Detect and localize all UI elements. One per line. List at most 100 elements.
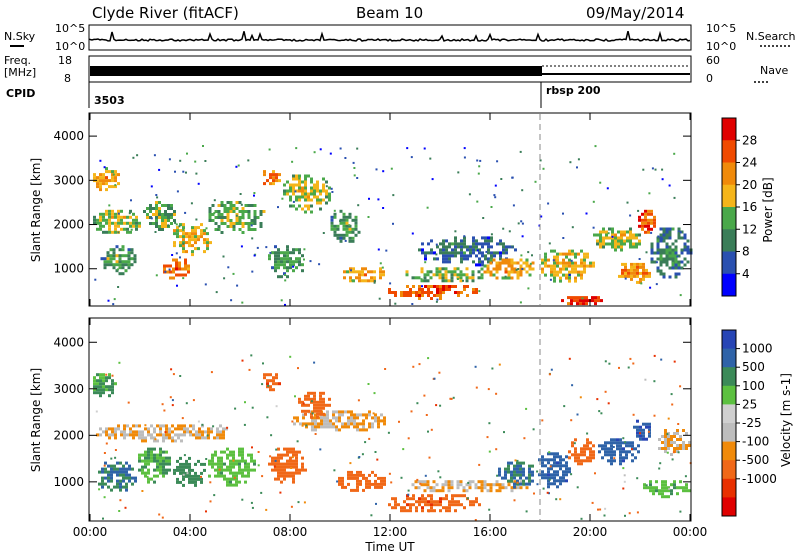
velocity-cell xyxy=(141,453,144,457)
power-cell xyxy=(602,239,605,243)
power-cell xyxy=(149,204,152,207)
velocity-cell xyxy=(150,436,153,440)
power-cell xyxy=(185,235,188,239)
velocity-cell xyxy=(248,368,251,371)
power-cell xyxy=(253,216,257,219)
nsky-label: N.Sky xyxy=(4,30,36,43)
velocity-cell xyxy=(480,483,484,487)
velocity-cell xyxy=(522,473,525,477)
velocity-cell xyxy=(565,470,568,474)
power-cell xyxy=(645,268,648,272)
power-cell xyxy=(298,189,301,193)
power-cell xyxy=(435,300,438,303)
velocity-cell xyxy=(574,453,577,457)
velocity-cell xyxy=(636,419,639,423)
velocity-cell xyxy=(119,461,122,465)
power-cell xyxy=(155,210,158,213)
velocity-cell xyxy=(573,442,576,445)
velocity-cell xyxy=(320,419,323,423)
power-cell xyxy=(680,266,684,270)
power-cell xyxy=(226,207,230,210)
power-cell xyxy=(298,198,301,202)
power-cell xyxy=(677,263,681,267)
power-colorbar-tick-label: 4 xyxy=(742,267,750,281)
power-cell xyxy=(519,301,522,304)
velocity-cell xyxy=(313,400,316,404)
power-colorbar-tick-label: 20 xyxy=(742,178,757,192)
velocity-cell xyxy=(365,413,368,417)
power-cell xyxy=(468,193,471,196)
velocity-cell xyxy=(280,462,283,466)
power-cell xyxy=(463,245,466,249)
power-cell xyxy=(118,248,122,252)
velocity-cell xyxy=(568,467,571,471)
velocity-cell xyxy=(391,506,394,510)
velocity-cell xyxy=(648,434,651,438)
power-cell xyxy=(582,299,585,303)
velocity-cell xyxy=(182,477,185,481)
power-cell xyxy=(620,239,623,243)
velocity-cell xyxy=(189,433,192,437)
velocity-cell xyxy=(286,447,289,451)
power-cell xyxy=(274,260,277,264)
power-cell xyxy=(240,245,243,248)
velocity-cell xyxy=(105,442,108,445)
power-cell xyxy=(565,276,568,280)
velocity-cell xyxy=(316,415,319,419)
velocity-cell xyxy=(412,497,415,501)
velocity-cell xyxy=(563,405,566,408)
velocity-cell xyxy=(448,503,451,507)
power-cell xyxy=(525,264,529,268)
power-cell xyxy=(421,251,424,255)
power-cell xyxy=(121,248,125,252)
power-cell xyxy=(117,231,120,234)
power-cell xyxy=(460,254,463,258)
power-cell xyxy=(280,260,283,264)
power-cell xyxy=(481,251,484,255)
power-cell xyxy=(472,260,475,264)
velocity-cell xyxy=(516,470,519,474)
power-cell xyxy=(454,285,457,288)
power-cell xyxy=(623,233,626,237)
power-cell xyxy=(487,236,490,240)
power-cell xyxy=(129,209,132,213)
velocity-cell xyxy=(301,424,304,427)
power-cell xyxy=(345,218,349,222)
velocity-cell xyxy=(335,410,338,414)
velocity-cell xyxy=(649,480,652,484)
power-cell xyxy=(602,242,605,246)
velocity-cell xyxy=(292,453,295,457)
power-cell xyxy=(418,248,421,252)
velocity-cell xyxy=(610,441,613,445)
velocity-cell xyxy=(200,480,203,484)
velocity-cell xyxy=(165,427,168,431)
power-cell xyxy=(641,227,644,231)
velocity-cell xyxy=(174,427,177,431)
velocity-cell xyxy=(421,500,424,504)
power-cell xyxy=(521,222,524,225)
power-cell xyxy=(197,238,200,242)
velocity-cell xyxy=(442,506,445,510)
power-cell xyxy=(217,228,219,231)
velocity-cell xyxy=(128,467,131,471)
power-cell xyxy=(179,241,182,245)
power-cell xyxy=(156,196,159,199)
station-title: Clyde River (fitACF) xyxy=(92,4,239,22)
power-cell xyxy=(304,195,307,199)
power-cell xyxy=(553,279,556,283)
power-cell xyxy=(247,159,250,162)
power-cell xyxy=(586,264,589,268)
velocity-cell xyxy=(180,433,183,437)
velocity-cell xyxy=(685,447,688,450)
power-cell xyxy=(269,251,272,254)
velocity-cell xyxy=(102,376,105,380)
velocity-cell xyxy=(101,482,104,486)
power-cell xyxy=(583,252,586,256)
power-cell xyxy=(289,251,292,255)
power-cell xyxy=(367,270,370,274)
power-cell xyxy=(182,241,185,245)
velocity-cell xyxy=(275,373,278,377)
power-cell xyxy=(621,274,624,278)
power-colorbar-tick-label: 24 xyxy=(742,156,757,170)
velocity-colorbar-label: Velocity [m s-1] xyxy=(779,373,793,467)
